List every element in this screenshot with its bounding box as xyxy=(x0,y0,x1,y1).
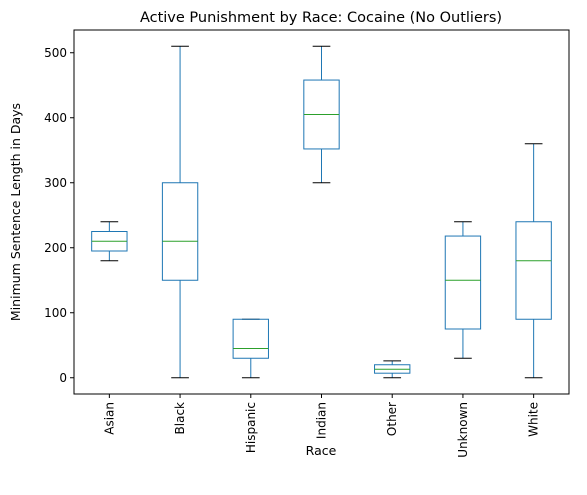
x-axis-label: Race xyxy=(306,443,337,458)
chart-title: Active Punishment by Race: Cocaine (No O… xyxy=(140,10,502,26)
x-tick-label-unknown: Unknown xyxy=(456,402,470,458)
x-tick-label-black: Black xyxy=(173,402,187,435)
y-tick-label: 100 xyxy=(44,306,67,320)
plot-area-frame xyxy=(73,29,570,395)
x-axis: Asian Black Hispanic Indian Other Unknown Whit… xyxy=(102,394,541,458)
box-black xyxy=(161,45,199,379)
iqr-box-unknown xyxy=(444,235,482,330)
y-tick-label: 200 xyxy=(44,241,67,255)
y-tick-label: 300 xyxy=(44,176,67,190)
box-other xyxy=(374,360,411,379)
x-tick-label-other: Other xyxy=(385,402,399,436)
iqr-box-hispanic xyxy=(232,318,269,359)
x-tick-label-asian: Asian xyxy=(102,402,116,435)
x-tick-label-indian: Indian xyxy=(315,402,329,439)
box-asian xyxy=(91,221,128,262)
box-white xyxy=(515,143,552,379)
box-hispanic xyxy=(232,318,269,379)
x-tick-label-white: White xyxy=(527,402,541,437)
y-tick-label: 0 xyxy=(59,371,67,385)
x-tick-label-hispanic: Hispanic xyxy=(244,402,258,453)
box-unknown xyxy=(444,221,482,359)
y-tick-label: 500 xyxy=(44,46,67,60)
box-indian xyxy=(303,45,340,184)
box-series xyxy=(91,45,552,379)
iqr-box-black xyxy=(161,182,199,281)
y-axis: 0 100 200 300 400 500 xyxy=(44,46,74,385)
iqr-box-white xyxy=(515,221,552,320)
y-axis-label: Minimum Sentence Length in Days xyxy=(8,103,23,321)
y-tick-label: 400 xyxy=(44,111,67,125)
